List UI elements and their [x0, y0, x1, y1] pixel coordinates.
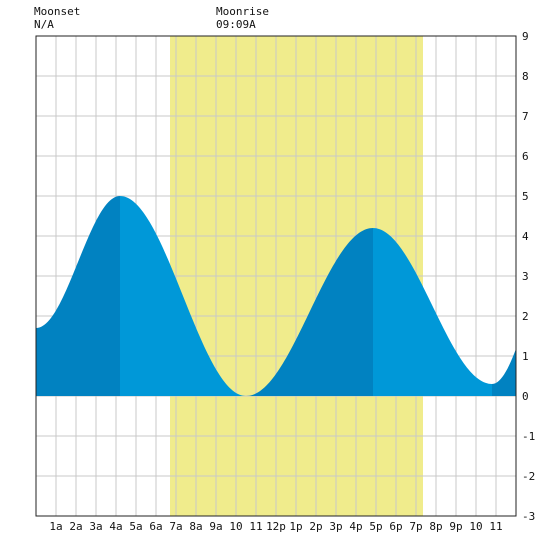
x-tick-label-10: 10 [469, 520, 482, 533]
x-tick-label-8a: 8a [189, 520, 202, 533]
x-tick-label-5a: 5a [129, 520, 142, 533]
y-tick-label-0: 0 [522, 390, 529, 403]
x-tick-label-2p: 2p [309, 520, 322, 533]
tide-area-falling-2 [120, 196, 246, 396]
x-tick-label-4a: 4a [109, 520, 122, 533]
x-tick-label-6a: 6a [149, 520, 162, 533]
x-tick-label-8p: 8p [429, 520, 442, 533]
x-tick-label-11: 11 [489, 520, 502, 533]
y-tick-label-7: 7 [522, 110, 529, 123]
x-tick-label-11: 11 [249, 520, 262, 533]
moonset-label: Moonset [34, 5, 81, 18]
y-tick-label-6: 6 [522, 150, 529, 163]
tide-area-rising-5 [492, 348, 516, 396]
moonrise-label: Moonrise [216, 5, 269, 18]
moonset-time: N/A [34, 18, 54, 31]
tide-area-rising-1 [36, 196, 120, 396]
y-tick-label-5: 5 [522, 190, 529, 203]
x-tick-label-9a: 9a [209, 520, 222, 533]
x-tick-label-5p: 5p [369, 520, 382, 533]
x-tick-label-7a: 7a [169, 520, 182, 533]
x-tick-label-3a: 3a [89, 520, 102, 533]
x-tick-label-7p: 7p [409, 520, 422, 533]
moonrise-time: 09:09A [216, 18, 256, 31]
y-tick-label-4: 4 [522, 230, 529, 243]
tide-area-falling-4 [373, 228, 492, 396]
x-tick-label-4p: 4p [349, 520, 362, 533]
x-tick-label-10: 10 [229, 520, 242, 533]
y-tick-label--3: -3 [522, 510, 535, 523]
x-tick-label-3p: 3p [329, 520, 342, 533]
x-tick-label-12p: 12p [266, 520, 286, 533]
y-tick-label--2: -2 [522, 470, 535, 483]
plot-frame [35, 35, 517, 517]
y-tick-label-1: 1 [522, 350, 529, 363]
tide-area-rising-3 [246, 228, 373, 396]
y-tick-label-9: 9 [522, 30, 529, 43]
y-tick-label--1: -1 [522, 430, 535, 443]
y-tick-label-8: 8 [522, 70, 529, 83]
x-tick-label-9p: 9p [449, 520, 462, 533]
x-tick-label-1a: 1a [49, 520, 62, 533]
x-tick-label-1p: 1p [289, 520, 302, 533]
y-tick-label-2: 2 [522, 310, 529, 323]
y-tick-label-3: 3 [522, 270, 529, 283]
x-tick-label-2a: 2a [69, 520, 82, 533]
x-tick-label-6p: 6p [389, 520, 402, 533]
